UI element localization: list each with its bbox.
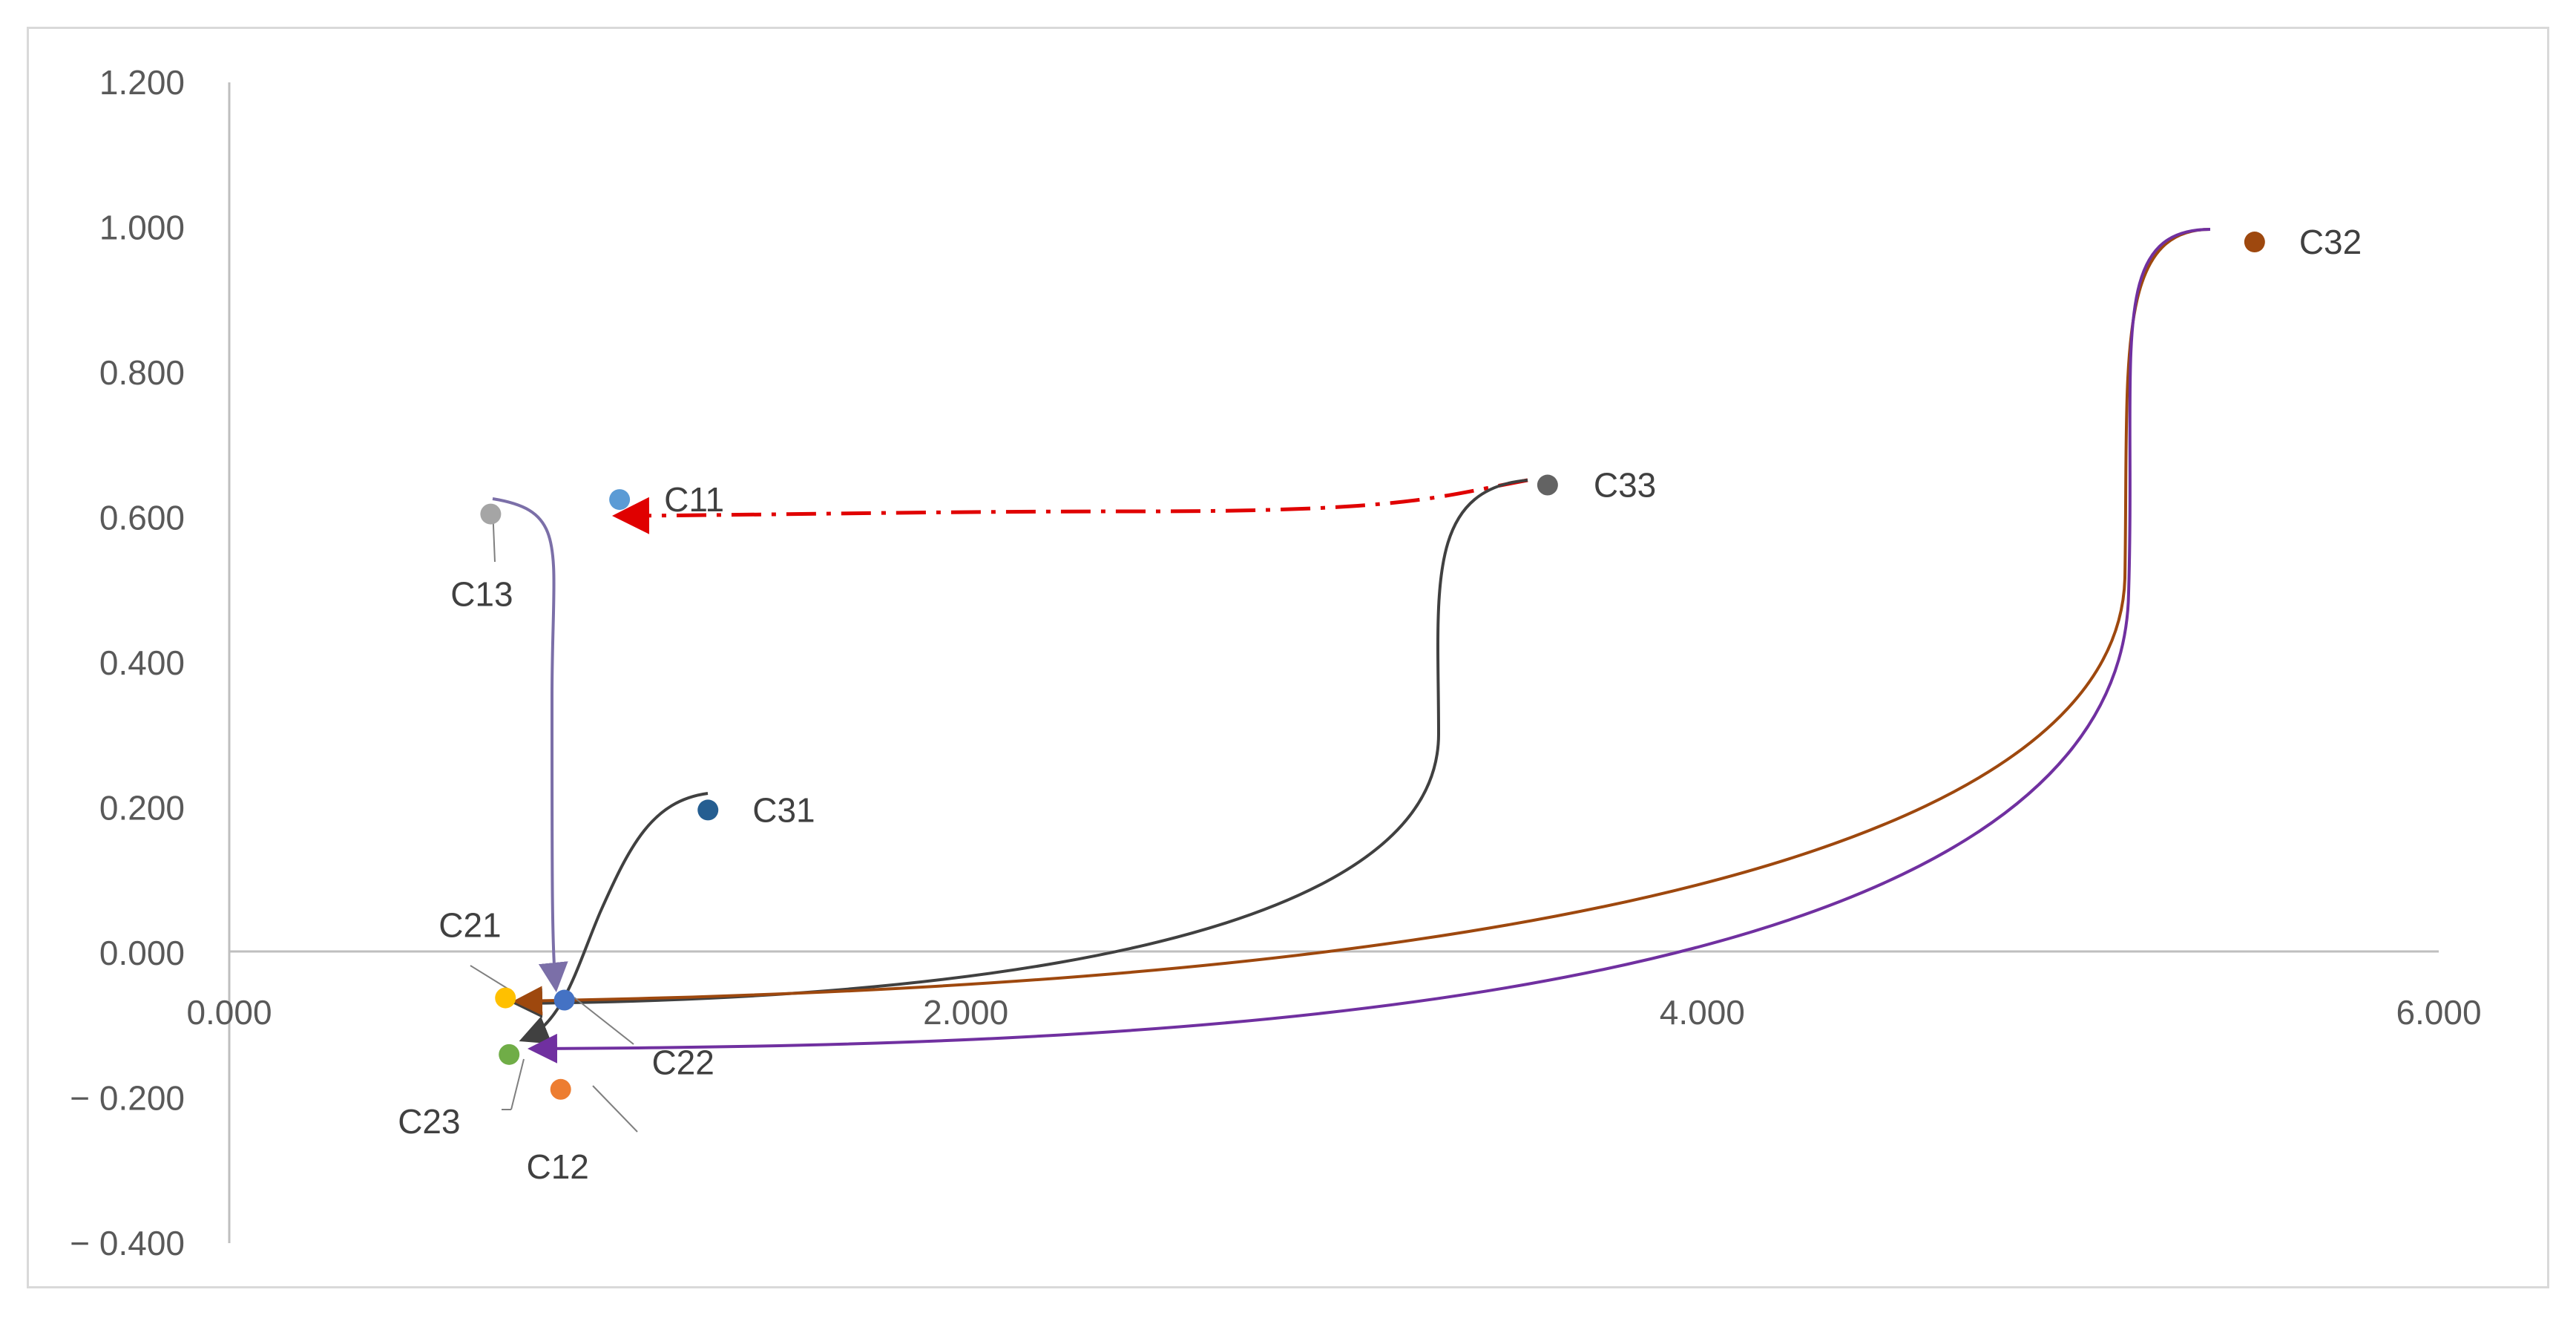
point-label-c11: C11 — [664, 480, 724, 519]
point-c22 — [553, 989, 575, 1011]
point-label-c22: C22 — [651, 1043, 714, 1082]
labels-layer: C11 C12 C13 C21 C22 C23 C31 C32 C33 — [398, 223, 2362, 1186]
chart-plot: 1.200 1.000 0.800 0.600 0.400 0.200 0.000 − 0.2… — [70, 63, 2481, 1262]
point-label-c23: C23 — [398, 1102, 460, 1141]
connection-c32-to-c21 — [513, 228, 2211, 1016]
leader-c12 — [592, 1085, 638, 1133]
chart-frame: 1.200 1.000 0.800 0.600 0.400 0.200 0.000 − 0.2… — [27, 27, 2549, 1288]
y-tick-label: 0.800 — [99, 353, 185, 392]
connection-c33-to-c22 — [513, 479, 1528, 1018]
connection-c32-to-c23 — [528, 228, 2211, 1064]
point-c21 — [495, 987, 516, 1009]
point-c23 — [499, 1043, 520, 1065]
y-tick-label: 1.200 — [99, 63, 185, 102]
y-tick-label: − 0.400 — [70, 1224, 185, 1262]
leader-c23b — [510, 1058, 525, 1110]
point-c33 — [1537, 474, 1558, 496]
point-c12 — [550, 1078, 571, 1100]
x-tick-labels: 0.000 2.000 4.000 6.000 — [186, 993, 2481, 1032]
y-tick-labels: 1.200 1.000 0.800 0.600 0.400 0.200 0.000 − 0.2… — [70, 63, 185, 1262]
x-tick-label: 4.000 — [1660, 993, 1745, 1032]
point-label-c21: C21 — [438, 906, 501, 945]
y-tick-label: 1.000 — [99, 209, 185, 247]
point-label-c33: C33 — [1594, 466, 1656, 505]
point-label-c13: C13 — [450, 575, 513, 614]
point-c31 — [697, 799, 719, 821]
x-tick-label: 2.000 — [923, 993, 1008, 1032]
leader-c21 — [470, 965, 512, 992]
point-c11 — [609, 489, 631, 511]
y-tick-label: 0.000 — [99, 934, 185, 972]
y-tick-label: − 0.200 — [70, 1079, 185, 1118]
point-label-c32: C32 — [2299, 223, 2362, 261]
y-tick-label: 0.200 — [99, 789, 185, 828]
point-c32 — [2244, 232, 2265, 253]
point-c13 — [480, 503, 502, 525]
points-layer — [480, 232, 2265, 1100]
point-label-c31: C31 — [752, 790, 815, 829]
x-tick-label: 0.000 — [186, 993, 272, 1032]
point-label-c12: C12 — [527, 1147, 589, 1186]
connection-c31-to-c23 — [519, 792, 709, 1044]
x-tick-label: 6.000 — [2396, 993, 2481, 1032]
connection-c13-to-c22 — [492, 497, 568, 992]
y-tick-label: 0.600 — [99, 499, 185, 537]
leader-c22 — [574, 997, 634, 1045]
connection-c33-to-c11 — [612, 478, 1528, 534]
y-tick-label: 0.400 — [99, 643, 185, 682]
